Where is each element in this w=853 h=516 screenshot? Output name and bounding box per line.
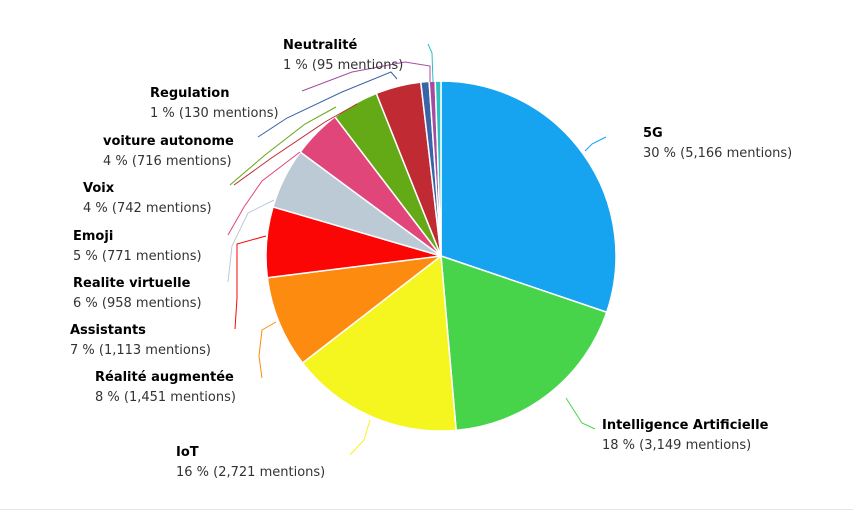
label-name-5g: 5G: [643, 126, 663, 141]
connector-unlabeled-11: [427, 43, 434, 83]
pie-slice-5g[interactable]: [440, 80, 617, 313]
label-name-neutralite: Neutralité: [283, 38, 357, 53]
connector-iot: [349, 419, 371, 456]
label-name-iot: IoT: [176, 445, 199, 460]
connector-assistants: [234, 235, 267, 330]
connector-emoji: [227, 151, 301, 236]
label-value-voix: 4 % (742 mentions): [83, 201, 212, 216]
label-value-realite-augmentee: 8 % (1,451 mentions): [95, 390, 236, 405]
label-value-assistants: 7 % (1,113 mentions): [70, 343, 211, 358]
connector-realite-augmentee: [258, 321, 277, 379]
pie-slices: [265, 80, 617, 432]
pie-slice-iot[interactable]: [301, 255, 457, 432]
label-name-realite-virtuelle: Realite virtuelle: [73, 276, 191, 291]
label-name-intelligence-artificielle: Intelligence Artificielle: [602, 418, 769, 433]
connector-voix: [229, 106, 337, 186]
label-value-voiture-autonome: 4 % (716 mentions): [103, 154, 232, 169]
label-name-voix: Voix: [83, 181, 115, 196]
connector-5g: [584, 136, 607, 152]
label-name-assistants: Assistants: [70, 323, 146, 338]
label-name-emoji: Emoji: [73, 229, 113, 244]
label-name-realite-augmentee: Réalité augmentée: [95, 370, 234, 385]
pie-slice-unlabeled-11[interactable]: [434, 80, 442, 257]
connector-regulation: [257, 71, 398, 138]
connector-realite-virtuelle: [227, 199, 275, 283]
slice-labels: 5G 30 % (5,166 mentions) Intelligence Arti…: [70, 38, 792, 480]
connector-intelligence-artificielle: [565, 397, 596, 430]
pie-slice-intelligence-artificielle[interactable]: [440, 255, 608, 432]
label-value-regulation: 1 % (130 mentions): [150, 106, 279, 121]
label-name-voiture-autonome: voiture autonome: [103, 134, 234, 149]
label-connectors: [227, 43, 607, 456]
label-value-realite-virtuelle: 6 % (958 mentions): [73, 296, 202, 311]
bottom-divider: [0, 509, 853, 510]
label-value-neutralite: 1 % (95 mentions): [283, 58, 403, 73]
connector-neutralite: [301, 61, 431, 92]
label-value-5g: 30 % (5,166 mentions): [643, 146, 792, 161]
label-value-iot: 16 % (2,721 mentions): [176, 465, 325, 480]
label-value-intelligence-artificielle: 18 % (3,149 mentions): [602, 438, 751, 453]
label-value-emoji: 5 % (771 mentions): [73, 249, 202, 264]
pie-slice-realite-augmentee[interactable]: [266, 255, 442, 364]
label-name-regulation: Regulation: [150, 86, 229, 101]
connector-voiture-autonome: [233, 103, 358, 186]
